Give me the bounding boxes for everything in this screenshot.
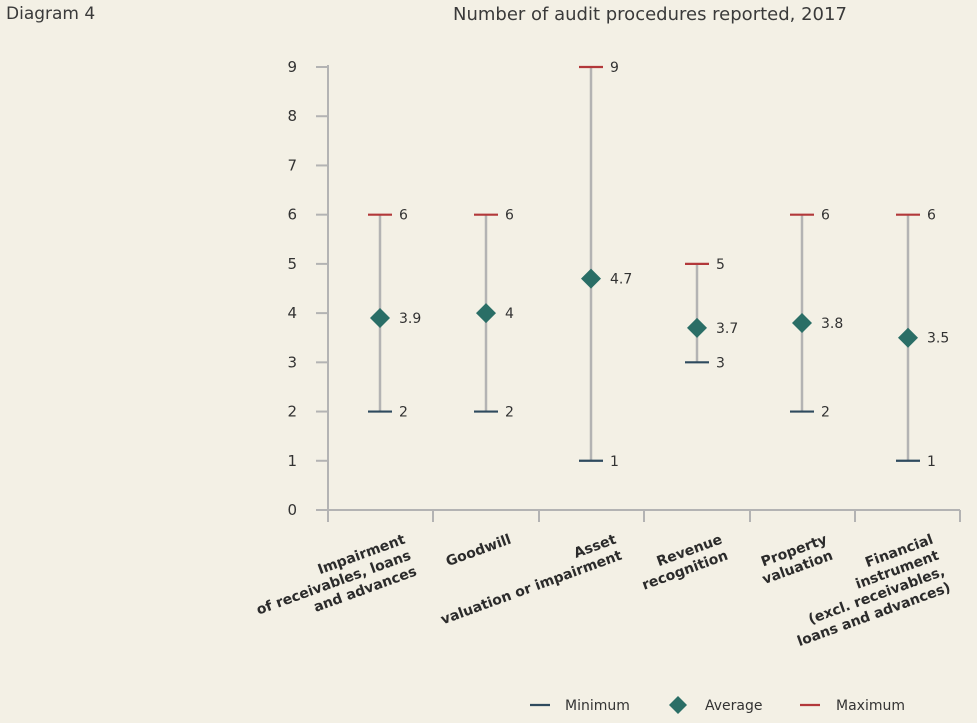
average-value-label: 4 [505,306,514,322]
legend-average-marker [669,696,687,714]
minimum-value-label: 2 [505,405,514,421]
average-marker [898,327,918,348]
y-tick-label: 8 [287,107,297,125]
legend-maximum-label: Maximum [836,698,905,714]
minimum-value-label: 2 [399,405,408,421]
minimum-value-label: 1 [927,454,936,470]
x-category-label: Goodwill [444,532,513,570]
y-tick-label: 4 [287,304,297,322]
average-value-label: 3.8 [821,316,843,332]
average-marker [792,312,812,333]
y-tick-label: 9 [287,58,297,76]
maximum-value-label: 6 [821,208,830,224]
average-value-label: 4.7 [610,272,632,288]
average-marker [370,308,390,329]
minimum-value-label: 1 [610,454,619,470]
maximum-value-label: 6 [927,208,936,224]
average-marker [581,268,601,289]
y-tick-label: 7 [287,156,297,174]
diagram-label: Diagram 4 [6,4,96,24]
average-value-label: 3.5 [927,331,949,347]
maximum-value-label: 5 [716,257,725,273]
y-tick-label: 5 [287,255,297,273]
average-value-label: 3.7 [716,321,738,337]
maximum-value-label: 6 [505,208,514,224]
minimum-value-label: 2 [821,405,830,421]
chart-title: Number of audit procedures reported, 201… [453,4,847,25]
y-tick-label: 2 [287,403,297,421]
y-tick-label: 0 [287,501,297,519]
maximum-value-label: 9 [610,60,619,76]
maximum-value-label: 6 [399,208,408,224]
x-category-label-line: Goodwill [444,532,513,570]
legend-minimum-label: Minimum [565,698,630,714]
legend-average-label: Average [705,698,763,714]
average-value-label: 3.9 [399,311,421,327]
average-marker [687,317,707,338]
y-tick-label: 1 [287,452,297,470]
y-tick-label: 6 [287,206,297,224]
average-marker [476,303,496,324]
y-tick-label: 3 [287,353,297,371]
minimum-value-label: 3 [716,355,725,371]
